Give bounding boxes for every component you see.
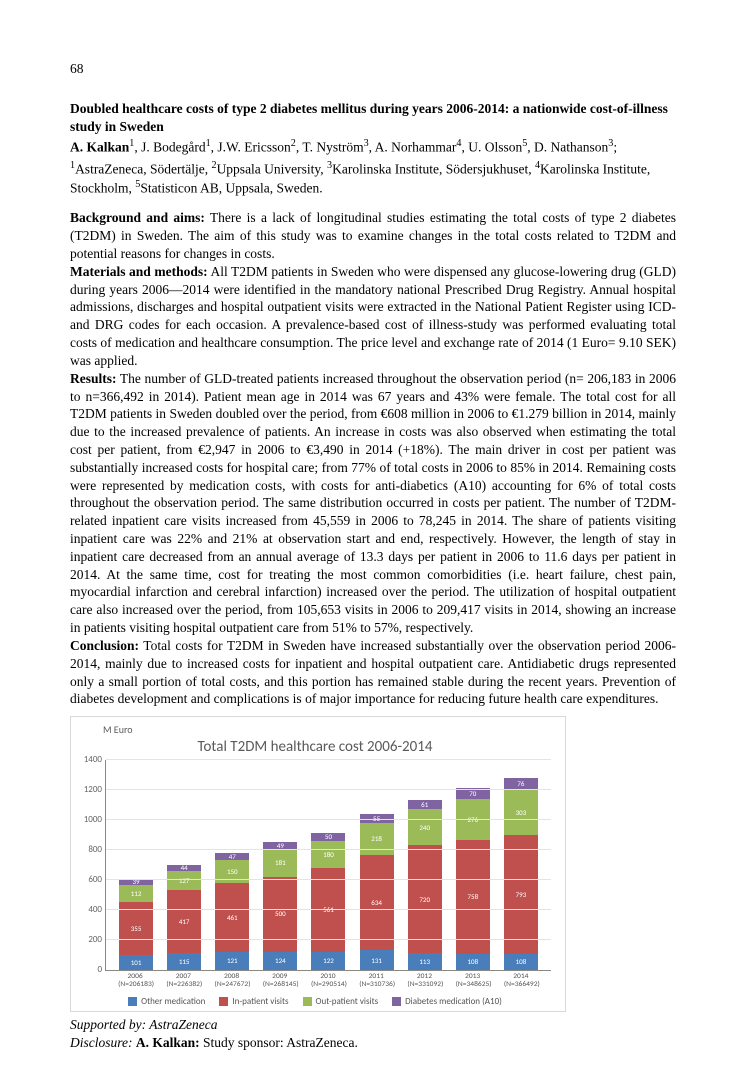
chart-legend-swatch	[128, 997, 137, 1006]
chart-bar-segment: 793	[504, 835, 538, 954]
chart-bar-segment: 131	[360, 950, 394, 970]
chart-bar-segment: 634	[360, 855, 394, 950]
disclosure-label: Disclosure:	[70, 1035, 133, 1050]
chart-bar-segment: 112	[119, 885, 153, 902]
paper-title: Doubled healthcare costs of type 2 diabe…	[70, 100, 676, 136]
chart-gridline	[106, 789, 551, 790]
chart-gridline	[106, 819, 551, 820]
chart-gridline	[106, 759, 551, 760]
chart-y-tick: 0	[97, 964, 102, 976]
chart-bar-segment: 101	[119, 955, 153, 970]
methods-label: Materials and methods:	[70, 264, 208, 279]
chart-x-label: 2014(N=366492)	[504, 973, 538, 990]
chart-plot-area: 1013551123911541712744121461150471245001…	[105, 760, 551, 971]
chart-bar-segment: 44	[167, 865, 201, 872]
chart-gridline	[106, 879, 551, 880]
chart-y-tick: 600	[88, 874, 102, 886]
chart-bar-segment: 181	[263, 849, 297, 876]
chart-legend: Other medication In-patient visits Out-pat…	[75, 996, 555, 1008]
affiliations: 1AstraZeneca, Södertälje, 2Uppsala Unive…	[70, 159, 676, 198]
chart-gridline	[106, 939, 551, 940]
disclosure-rest: Study sponsor: AstraZeneca.	[203, 1035, 358, 1050]
authors: A. Kalkan1, J. Bodegård1, J.W. Ericsson2…	[70, 137, 676, 156]
chart-legend-item: Diabetes medication (A10)	[392, 996, 502, 1008]
chart-title: Total T2DM healthcare cost 2006-2014	[75, 738, 555, 758]
chart-bar-segment: 240	[408, 809, 442, 845]
chart-bar-segment: 720	[408, 845, 442, 953]
chart-legend-swatch	[392, 997, 401, 1006]
supported-by: Supported by: AstraZeneca	[70, 1016, 676, 1034]
results-text: The number of GLD-treated patients incre…	[70, 371, 676, 635]
chart-bar: 11372024061	[408, 800, 442, 970]
chart-bar-segment: 47	[215, 853, 249, 860]
chart-bar-segment: 76	[504, 778, 538, 789]
chart-bar-segment: 417	[167, 890, 201, 953]
chart-legend-label: In-patient visits	[232, 996, 288, 1008]
background-section: Background and aims: There is a lack of …	[70, 209, 676, 262]
results-section: Results: The number of GLD-treated patie…	[70, 370, 676, 637]
chart-bar-segment: 61	[408, 800, 442, 809]
chart-bar-segment: 303	[504, 790, 538, 835]
chart-bar-segment: 500	[263, 877, 297, 952]
chart-y-tick: 1200	[84, 784, 102, 796]
chart-bar-segment: 122	[311, 952, 345, 970]
chart-bar: 12146115047	[215, 853, 249, 970]
chart-bar-segment: 218	[360, 823, 394, 856]
chart-x-label: 2008(N=247672)	[215, 973, 249, 990]
conclusion-section: Conclusion: Total costs for T2DM in Swed…	[70, 637, 676, 708]
background-label: Background and aims:	[70, 210, 205, 225]
chart-legend-item: Out-patient visits	[303, 996, 379, 1008]
chart-x-label: 2013(N=348625)	[456, 973, 490, 990]
chart-bar: 12450018149	[263, 842, 297, 970]
chart-gridline	[106, 849, 551, 850]
disclosure-author: A. Kalkan:	[136, 1035, 203, 1050]
chart-x-label: 2009(N=268145)	[263, 973, 297, 990]
chart-y-tick: 800	[88, 844, 102, 856]
chart-x-label: 2011(N=310736)	[359, 973, 393, 990]
chart-bar: 12256118050	[311, 833, 345, 970]
chart-legend-label: Diabetes medication (A10)	[405, 996, 502, 1008]
chart-x-label: 2012(N=331092)	[407, 973, 441, 990]
chart-y-axis-label: M Euro	[103, 723, 555, 736]
chart-bar-segment: 758	[456, 840, 490, 954]
chart-legend-swatch	[219, 997, 228, 1006]
chart-bar: 13163421855	[360, 814, 394, 970]
chart-bar: 10879330376	[504, 778, 538, 970]
conclusion-label: Conclusion:	[70, 638, 139, 653]
chart-bar-segment: 108	[504, 954, 538, 970]
chart-bar-segment: 124	[263, 952, 297, 971]
chart-x-label: 2007(N=226382)	[166, 973, 200, 990]
chart-legend-item: In-patient visits	[219, 996, 288, 1008]
chart-bar-segment: 180	[311, 841, 345, 868]
page-number: 68	[70, 60, 676, 78]
conclusion-text: Total costs for T2DM in Sweden have incr…	[70, 638, 676, 706]
chart-legend-item: Other medication	[128, 996, 205, 1008]
chart-bar-segment: 108	[456, 954, 490, 970]
chart-y-tick: 1400	[84, 754, 102, 766]
chart-x-axis: 2006(N=206183) 2007(N=226382) 2008(N=24767…	[105, 971, 551, 990]
chart-bar: 10135511239	[119, 879, 153, 970]
chart-bar-segment: 121	[215, 952, 249, 970]
chart-gridline	[106, 909, 551, 910]
chart-bar-segment: 115	[167, 953, 201, 970]
chart-bar-segment: 50	[311, 833, 345, 841]
chart-y-tick: 200	[88, 934, 102, 946]
chart-legend-label: Other medication	[141, 996, 205, 1008]
methods-section: Materials and methods: All T2DM patients…	[70, 263, 676, 370]
disclosure: Disclosure: A. Kalkan: Study sponsor: As…	[70, 1034, 676, 1052]
chart-legend-swatch	[303, 997, 312, 1006]
chart-x-label: 2010(N=290514)	[311, 973, 345, 990]
methods-text: All T2DM patients in Sweden who were dis…	[70, 264, 676, 368]
healthcare-cost-chart: M Euro Total T2DM healthcare cost 2006-2…	[70, 716, 566, 1012]
chart-bar-segment: 113	[408, 953, 442, 970]
results-label: Results:	[70, 371, 117, 386]
chart-y-tick: 1000	[84, 814, 102, 826]
chart-bar-segment: 461	[215, 883, 249, 952]
chart-x-label: 2006(N=206183)	[118, 973, 152, 990]
chart-bar: 11541712744	[167, 865, 201, 970]
chart-y-tick: 400	[88, 904, 102, 916]
chart-bar-segment: 127	[167, 871, 201, 890]
chart-legend-label: Out-patient visits	[316, 996, 379, 1008]
